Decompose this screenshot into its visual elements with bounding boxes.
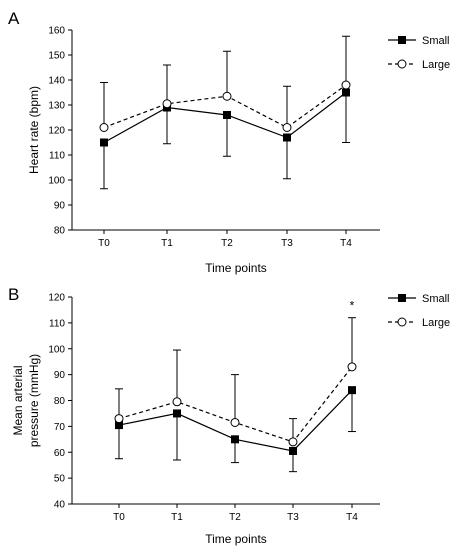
data-point bbox=[348, 386, 356, 395]
data-point bbox=[115, 421, 123, 430]
data-point bbox=[230, 417, 240, 427]
legend-marker bbox=[398, 36, 406, 44]
chart-panel-A: A 80 90 100 110 120 130 140 150 160 T0 T1 T2 T3 T4 Time… bbox=[8, 9, 450, 275]
panel-label: A bbox=[8, 9, 20, 28]
legend-marker bbox=[397, 59, 407, 69]
data-point bbox=[162, 99, 172, 109]
x-axis-label: Time points bbox=[205, 532, 267, 546]
data-point bbox=[100, 138, 108, 147]
y-tick-label: 50 bbox=[54, 474, 66, 485]
x-tick-label: T4 bbox=[340, 238, 352, 249]
data-point bbox=[173, 409, 181, 418]
x-tick-label: T1 bbox=[171, 512, 183, 523]
y-tick-label: 120 bbox=[48, 126, 65, 137]
y-tick-label: 120 bbox=[48, 293, 65, 304]
legend-marker bbox=[398, 294, 406, 302]
y-tick-label: 160 bbox=[48, 26, 65, 37]
y-tick-label: 130 bbox=[48, 101, 65, 112]
legend-label: Small bbox=[422, 293, 450, 305]
data-point bbox=[288, 437, 298, 447]
y-tick-label: 140 bbox=[48, 76, 65, 87]
y-axis-label-line: Mean arterial bbox=[11, 365, 25, 435]
x-tick-label: T3 bbox=[287, 512, 299, 523]
legend: Small Large bbox=[388, 35, 450, 71]
x-tick-label: T3 bbox=[281, 238, 293, 249]
data-point bbox=[282, 123, 292, 132]
chart-panel-B: B 40 50 60 70 80 90 100 110 120 T0 T1 T2 T3 T4 Time poi… bbox=[8, 285, 450, 546]
y-axis-label: Heart rate (bpm) bbox=[27, 86, 41, 174]
data-point bbox=[231, 435, 239, 444]
y-tick-label: 150 bbox=[48, 51, 65, 62]
x-tick-label: T2 bbox=[221, 238, 233, 249]
data-point bbox=[283, 133, 291, 142]
y-tick-label: 100 bbox=[48, 176, 65, 187]
series-large bbox=[99, 35, 351, 132]
y-tick-label: 90 bbox=[54, 201, 66, 212]
x-tick-label: T4 bbox=[346, 512, 358, 523]
legend-label: Large bbox=[422, 59, 450, 71]
y-tick-label: 80 bbox=[54, 396, 66, 407]
y-tick-label: 70 bbox=[54, 422, 66, 433]
x-tick-label: T1 bbox=[161, 238, 173, 249]
legend-label: Small bbox=[422, 35, 450, 47]
data-point bbox=[347, 362, 357, 372]
data-point bbox=[341, 80, 351, 90]
legend-marker bbox=[397, 317, 407, 327]
y-tick-label: 80 bbox=[54, 226, 66, 237]
x-axis-label: Time points bbox=[205, 261, 267, 275]
data-point bbox=[289, 446, 297, 455]
significance-marker: * bbox=[350, 299, 355, 313]
legend-label: Large bbox=[422, 317, 450, 329]
y-tick-label: 110 bbox=[49, 318, 65, 329]
y-tick-label: 40 bbox=[54, 500, 66, 511]
panel-label: B bbox=[8, 285, 19, 304]
x-tick-label: T0 bbox=[113, 512, 125, 523]
series-small bbox=[115, 386, 356, 473]
data-point bbox=[172, 397, 182, 407]
series-line bbox=[103, 84, 347, 129]
legend: Small Large bbox=[388, 293, 450, 329]
data-point bbox=[223, 111, 231, 119]
data-point bbox=[99, 123, 109, 132]
x-tick-label: T2 bbox=[229, 512, 241, 523]
series-small bbox=[100, 88, 350, 190]
x-tick-label: T0 bbox=[98, 238, 110, 249]
y-tick-label: 110 bbox=[49, 151, 65, 162]
y-axis-label-line: pressure (mmHg) bbox=[27, 354, 41, 447]
series-large bbox=[114, 317, 357, 447]
y-tick-label: 100 bbox=[48, 344, 65, 355]
data-point bbox=[222, 91, 232, 101]
y-tick-label: 60 bbox=[54, 448, 66, 459]
data-point bbox=[342, 88, 350, 97]
y-tick-label: 90 bbox=[54, 370, 66, 381]
data-point bbox=[114, 414, 124, 424]
